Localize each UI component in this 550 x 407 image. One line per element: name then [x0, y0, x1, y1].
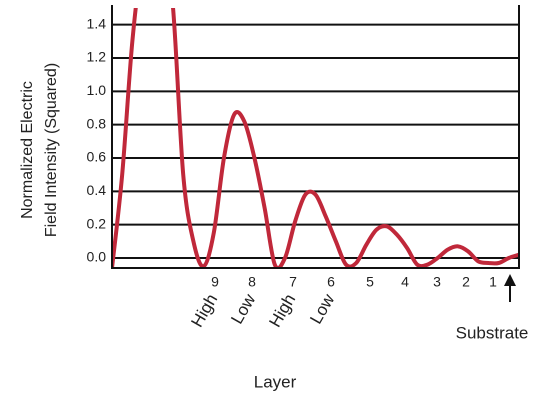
layer-type-label: High [265, 291, 299, 331]
x-tick-label: 5 [366, 274, 374, 290]
substrate-label: Substrate [456, 323, 529, 342]
x-tick-label: 4 [401, 274, 409, 290]
x-tick-label: 2 [462, 274, 470, 290]
y-tick-label: 0.2 [87, 215, 107, 231]
plot-area [112, 8, 519, 268]
x-tick-label: 3 [433, 274, 441, 290]
y-axis-label: Field Intensity (Squared) [43, 63, 60, 237]
x-axis-label: Layer [254, 372, 297, 391]
x-tick-label: 9 [211, 274, 219, 290]
x-tick-label: 1 [489, 274, 497, 290]
y-tick-label: 1.2 [87, 49, 107, 65]
y-tick-label: 0.8 [87, 115, 107, 131]
y-tick-label: 0.0 [87, 249, 107, 265]
layer-type-label: High [187, 291, 221, 331]
y-tick-label: 0.4 [87, 182, 107, 198]
layer-type-label: Low [227, 290, 259, 327]
y-tick-label: 1.0 [87, 82, 107, 98]
x-tick-label: 8 [248, 274, 256, 290]
x-tick-label: 6 [327, 274, 335, 290]
layer-type-label: Low [306, 290, 338, 327]
y-axis-label: Normalized Electric [19, 81, 36, 219]
line [112, 8, 519, 268]
y-tick-label: 0.6 [87, 149, 107, 165]
y-tick-label: 1.4 [87, 15, 107, 31]
grid [112, 23, 519, 259]
substrate-arrow-head [504, 274, 516, 286]
x-tick-label: 7 [289, 274, 297, 290]
